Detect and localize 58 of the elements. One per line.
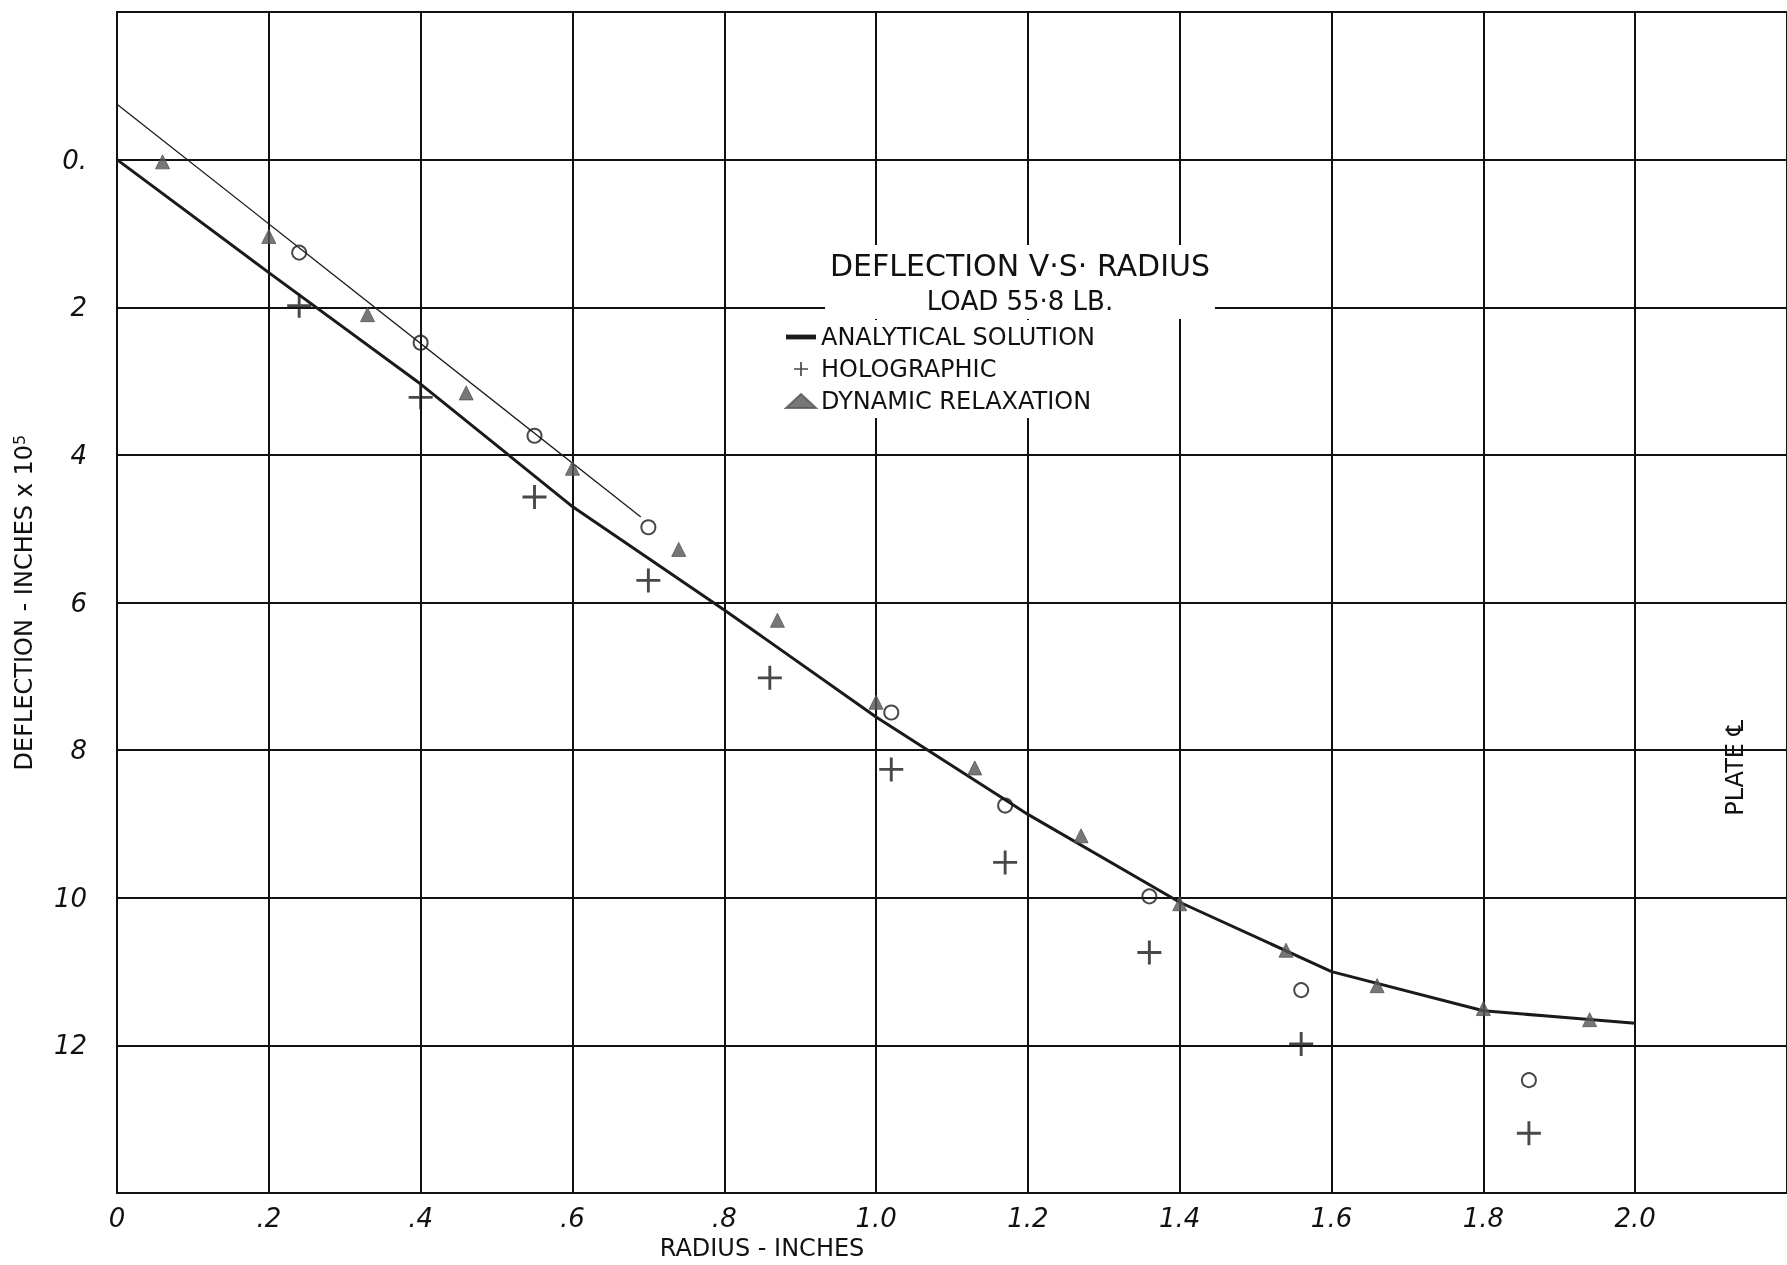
y-tick-label: 12 <box>53 1030 87 1061</box>
point <box>412 334 429 351</box>
x-tick-label: .8 <box>711 1203 737 1234</box>
annotation: PLATE ℄ <box>1721 719 1749 816</box>
point <box>287 293 312 318</box>
x-tick-label: 1.0 <box>855 1203 897 1234</box>
point <box>1293 982 1310 999</box>
y-tick-label: 0. <box>62 144 87 175</box>
point <box>408 385 433 410</box>
point <box>1369 978 1385 994</box>
y-tick-label: 4 <box>70 439 87 470</box>
point <box>883 704 900 721</box>
x-tick-label: 1.8 <box>1462 1203 1505 1234</box>
x-tick-label: 1.4 <box>1159 1203 1201 1234</box>
y-tick-label: 2 <box>70 292 87 323</box>
point <box>1475 1001 1491 1017</box>
x-tick-label: 1.2 <box>1007 1203 1049 1234</box>
x-tick-label: 2.0 <box>1614 1203 1656 1234</box>
point <box>1073 828 1089 844</box>
point <box>640 519 657 536</box>
legend-label: HOLOGRAPHIC <box>821 355 997 383</box>
y-tick-label: 6 <box>70 587 87 618</box>
y-axis-title: DEFLECTION - INCHES x 105 <box>9 434 38 771</box>
text: DEFLECTION V·S· RADIUS <box>830 247 1210 283</box>
x-tick-label: .2 <box>256 1203 282 1234</box>
point <box>769 612 785 628</box>
point <box>967 760 983 776</box>
point <box>757 665 782 690</box>
y-tick-label: 10 <box>53 882 87 913</box>
point <box>1141 888 1158 905</box>
point <box>993 850 1018 875</box>
point <box>526 427 543 444</box>
point <box>1137 940 1162 965</box>
point <box>868 694 884 710</box>
point <box>1278 942 1294 958</box>
x-tick-label: .4 <box>408 1203 434 1234</box>
point <box>636 568 661 593</box>
point <box>1172 896 1188 912</box>
x-axis-title: RADIUS - INCHES <box>659 1234 865 1262</box>
point <box>1582 1012 1598 1028</box>
legend-label: DYNAMIC RELAXATION <box>821 387 1092 415</box>
point <box>458 385 474 401</box>
point <box>564 460 580 476</box>
y-tick-label: 8 <box>70 735 87 766</box>
point <box>155 154 171 170</box>
point <box>879 757 904 782</box>
point <box>1516 1121 1541 1146</box>
x-tick-label: .6 <box>560 1203 585 1234</box>
point <box>291 244 308 261</box>
legend-label: ANALYTICAL SOLUTION <box>821 323 1095 351</box>
point <box>997 797 1014 814</box>
point <box>360 307 375 323</box>
point <box>1520 1072 1537 1089</box>
x-tick-label: 0 <box>108 1203 126 1234</box>
text: LOAD 55·8 LB. <box>926 286 1114 316</box>
x-tick-label: 1.6 <box>1310 1203 1353 1234</box>
point <box>671 541 687 557</box>
point <box>261 228 277 244</box>
